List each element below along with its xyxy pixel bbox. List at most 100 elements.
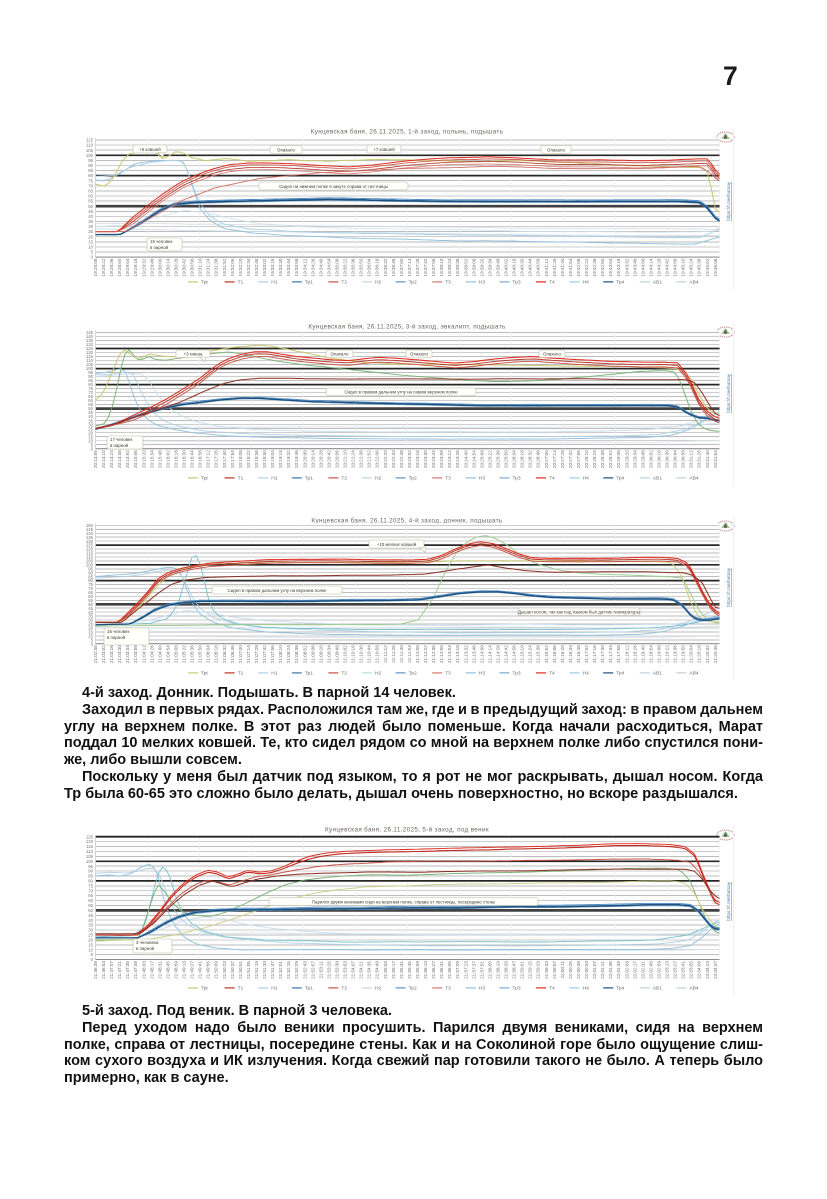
svg-text:21:14:42: 21:14:42 bbox=[504, 645, 509, 663]
svg-text:19:33:58: 19:33:58 bbox=[294, 258, 299, 276]
svg-text:21:18:12: 21:18:12 bbox=[624, 645, 629, 663]
svg-text:21:07:28: 21:07:28 bbox=[254, 645, 259, 663]
svg-text:80: 80 bbox=[88, 173, 93, 178]
svg-text:20:15:48: 20:15:48 bbox=[157, 450, 162, 468]
svg-text:115: 115 bbox=[86, 844, 93, 849]
svg-text:Тр1: Тр1 bbox=[305, 280, 313, 286]
svg-text:19:32:48: 19:32:48 bbox=[254, 258, 259, 276]
svg-text:20:22:48: 20:22:48 bbox=[399, 450, 404, 468]
svg-text:140: 140 bbox=[86, 334, 94, 339]
svg-text:21:54:21: 21:54:21 bbox=[359, 961, 364, 979]
svg-text:АВ4: АВ4 bbox=[689, 280, 699, 286]
svg-text:20:13:56: 20:13:56 bbox=[93, 450, 98, 468]
svg-text:20:18:36: 20:18:36 bbox=[254, 450, 259, 468]
svg-text:Т3: Т3 bbox=[445, 986, 451, 992]
svg-text:19:29:04: 19:29:04 bbox=[125, 258, 130, 276]
svg-text:19:32:20: 19:32:20 bbox=[238, 258, 243, 276]
svg-text:25: 25 bbox=[88, 426, 93, 431]
svg-text:16 человек: 16 человек bbox=[107, 629, 129, 634]
svg-text:21:03:02: 21:03:02 bbox=[101, 645, 106, 663]
svg-text:20:28:24: 20:28:24 bbox=[592, 450, 597, 468]
svg-text:19:36:46: 19:36:46 bbox=[391, 258, 396, 276]
svg-text:130: 130 bbox=[86, 539, 94, 544]
svg-text:105: 105 bbox=[86, 854, 94, 859]
svg-text:19:29:18: 19:29:18 bbox=[133, 258, 138, 276]
svg-text:20:21:52: 20:21:52 bbox=[367, 450, 372, 468]
svg-text:21:13:32: 21:13:32 bbox=[463, 645, 468, 663]
svg-text:Т3: Т3 bbox=[445, 476, 451, 482]
svg-text:85: 85 bbox=[88, 874, 93, 879]
svg-text:75: 75 bbox=[88, 386, 93, 391]
svg-text:105: 105 bbox=[86, 559, 94, 564]
svg-text:Н1: Н1 bbox=[271, 476, 278, 482]
svg-text:21:58:47: 21:58:47 bbox=[512, 961, 517, 979]
svg-text:Сидел в правом дальнем углу на: Сидел в правом дальнем углу на верхнем п… bbox=[228, 588, 327, 593]
svg-text:Т4: Т4 bbox=[549, 280, 555, 286]
svg-text:30: 30 bbox=[88, 224, 93, 229]
svg-text:21:11:26: 21:11:26 bbox=[391, 645, 396, 663]
svg-text:19:31:24: 19:31:24 bbox=[206, 258, 211, 276]
svg-text:120: 120 bbox=[86, 547, 94, 552]
svg-text:140: 140 bbox=[86, 531, 94, 536]
svg-text:35: 35 bbox=[88, 923, 93, 928]
svg-text:21:10:16: 21:10:16 bbox=[351, 645, 356, 663]
svg-text:21:09:34: 21:09:34 bbox=[326, 645, 331, 663]
svg-text:105: 105 bbox=[86, 148, 94, 153]
svg-text:в парной: в парной bbox=[136, 946, 155, 951]
svg-text:21:06:18: 21:06:18 bbox=[214, 645, 219, 663]
svg-text:19:40:16: 19:40:16 bbox=[512, 258, 517, 276]
svg-text:5: 5 bbox=[91, 442, 94, 447]
svg-text:15: 15 bbox=[88, 942, 93, 947]
svg-text:19:30:14: 19:30:14 bbox=[165, 258, 170, 276]
svg-text:85: 85 bbox=[88, 168, 93, 173]
svg-text:19:43:46: 19:43:46 bbox=[632, 258, 637, 276]
svg-text:20:15:20: 20:15:20 bbox=[141, 450, 146, 468]
svg-text:21:05:22: 21:05:22 bbox=[182, 645, 187, 663]
svg-text:0: 0 bbox=[91, 641, 94, 646]
svg-text:20:17:12: 20:17:12 bbox=[206, 450, 211, 468]
svg-text:21:58:33: 21:58:33 bbox=[504, 961, 509, 979]
svg-text:30: 30 bbox=[88, 422, 93, 427]
svg-text:20:30:16: 20:30:16 bbox=[657, 450, 662, 468]
svg-text:135: 135 bbox=[86, 535, 94, 540]
svg-text:АВ4: АВ4 bbox=[689, 476, 699, 482]
svg-text:в парной: в парной bbox=[107, 635, 126, 640]
svg-text:20:19:04: 20:19:04 bbox=[270, 450, 275, 468]
svg-text:21:17:44: 21:17:44 bbox=[608, 645, 613, 663]
svg-text:Опахало: Опахало bbox=[331, 352, 349, 357]
svg-text:21:50:51: 21:50:51 bbox=[238, 961, 243, 979]
svg-text:19:45:38: 19:45:38 bbox=[697, 258, 702, 276]
svg-text:15: 15 bbox=[88, 630, 93, 635]
svg-text:21:13:46: 21:13:46 bbox=[471, 645, 476, 663]
svg-text:19:31:10: 19:31:10 bbox=[198, 258, 203, 276]
svg-text:АВ4: АВ4 bbox=[689, 986, 699, 992]
svg-text:Трt: Трt bbox=[201, 671, 208, 677]
svg-text:19:40:30: 19:40:30 bbox=[520, 258, 525, 276]
svg-text:20:31:54: 20:31:54 bbox=[713, 450, 718, 468]
svg-text:125: 125 bbox=[86, 346, 94, 351]
svg-text:19:36:32: 19:36:32 bbox=[383, 258, 388, 276]
svg-text:55: 55 bbox=[88, 402, 93, 407]
svg-text:19:38:52: 19:38:52 bbox=[463, 258, 468, 276]
svg-text:70: 70 bbox=[88, 888, 93, 893]
svg-text:Н4: Н4 bbox=[583, 986, 590, 992]
svg-text:22:03:13: 22:03:13 bbox=[665, 961, 670, 979]
svg-text:Т1: Т1 bbox=[238, 671, 244, 677]
svg-text:15 человек: 15 человек bbox=[150, 239, 172, 244]
svg-text:22:01:35: 22:01:35 bbox=[608, 961, 613, 979]
svg-text:21:55:17: 21:55:17 bbox=[391, 961, 396, 979]
svg-text:Тр2: Тр2 bbox=[409, 986, 417, 992]
svg-text:21:51:19: 21:51:19 bbox=[254, 961, 259, 979]
svg-text:20:22:34: 20:22:34 bbox=[391, 450, 396, 468]
svg-text:0: 0 bbox=[91, 957, 94, 962]
svg-text:22:02:45: 22:02:45 bbox=[648, 961, 653, 979]
svg-text:65: 65 bbox=[88, 893, 93, 898]
svg-text:110: 110 bbox=[86, 555, 93, 560]
svg-text:19:28:50: 19:28:50 bbox=[117, 258, 122, 276]
svg-text:19:30:00: 19:30:00 bbox=[157, 258, 162, 276]
svg-text:21:55:03: 21:55:03 bbox=[383, 961, 388, 979]
svg-text:20:30:44: 20:30:44 bbox=[673, 450, 678, 468]
svg-text:21:05:08: 21:05:08 bbox=[174, 645, 179, 663]
svg-text:45: 45 bbox=[88, 209, 93, 214]
svg-text:21:13:04: 21:13:04 bbox=[447, 645, 452, 663]
